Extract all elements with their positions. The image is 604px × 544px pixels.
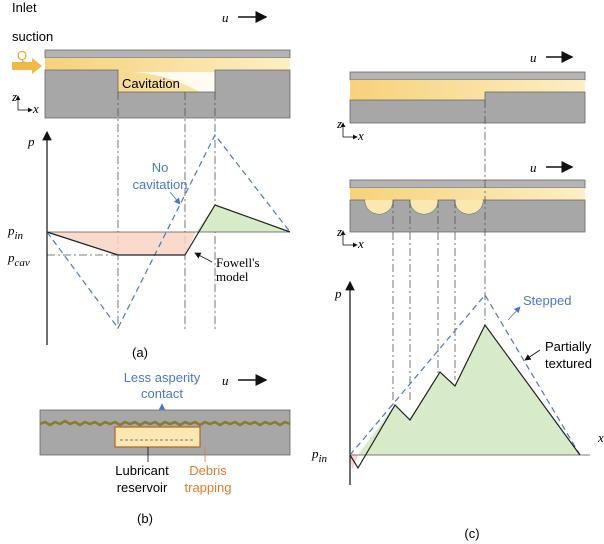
- inlet-label: Inlet: [12, 0, 37, 15]
- dimples: [365, 200, 483, 214]
- top-plate: [350, 72, 585, 80]
- pointer: [195, 253, 212, 262]
- velocity: u: [530, 50, 537, 65]
- pressure-area: [196, 205, 290, 232]
- axis-z: z: [336, 224, 342, 239]
- model-label: model: [216, 269, 249, 284]
- p-cav-label: pcav: [7, 250, 30, 269]
- caption: (c): [464, 526, 479, 541]
- textured-label: textured: [545, 356, 592, 371]
- no-cavitation-label: cavitation: [133, 177, 188, 192]
- top-plate: [350, 180, 585, 188]
- reservoir: [115, 427, 200, 447]
- caption: (b): [137, 511, 153, 526]
- reservoir-label: Lubricant: [115, 463, 169, 478]
- inlet-label: suction: [12, 29, 53, 44]
- subambient-area: [47, 232, 196, 255]
- figure: Inlet suction Q u Cavitation z x p pin p…: [0, 0, 604, 544]
- asperity-label: Less asperity: [124, 370, 201, 385]
- asperity-label: contact: [141, 386, 183, 401]
- flow-label: Q: [17, 48, 27, 63]
- debris-label: trapping: [185, 480, 232, 495]
- cavitation-label: Cavitation: [122, 76, 180, 91]
- pointer: [508, 307, 520, 320]
- reservoir-label: reservoir: [117, 480, 168, 495]
- pointer: [170, 192, 180, 204]
- top-plate: [45, 50, 290, 58]
- p-axis-label: p: [334, 286, 342, 301]
- axis-x: x: [357, 128, 364, 143]
- axis-z: z: [11, 89, 17, 104]
- pointer: [525, 350, 540, 360]
- model-label: Fowell's: [216, 255, 260, 270]
- lubricant-film: [350, 188, 585, 200]
- velocity: u: [222, 10, 229, 25]
- axis-z: z: [336, 116, 342, 131]
- axis-x: x: [357, 236, 364, 251]
- p-axis-label: p: [27, 134, 35, 149]
- debris-label: Debris: [189, 463, 227, 478]
- velocity: u: [222, 373, 229, 388]
- caption: (a): [132, 345, 148, 360]
- axis-x: x: [32, 101, 39, 116]
- textured-label: Partially: [545, 339, 592, 354]
- velocity: u: [530, 160, 537, 175]
- stepped-label: Stepped: [523, 293, 571, 308]
- axes-icon: z x: [11, 89, 39, 116]
- p-in-label: pin: [7, 223, 24, 242]
- x-axis-label: x: [597, 430, 604, 445]
- no-cavitation-label: No: [152, 160, 169, 175]
- p-in-label: pin: [311, 446, 328, 465]
